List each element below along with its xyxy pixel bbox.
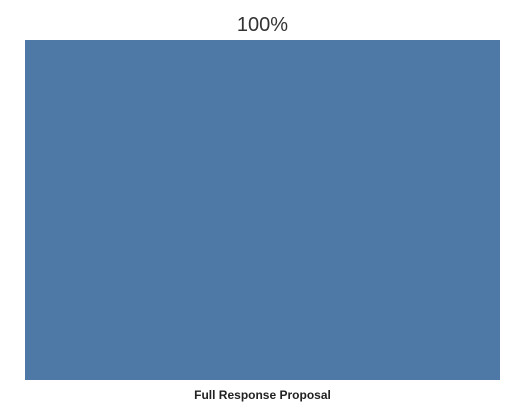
data-label-0: 100% [237, 14, 288, 36]
category-label-0: Full Response Proposal [194, 388, 331, 402]
labels-layer: 100% Full Response Proposal [194, 14, 331, 402]
bars-layer [25, 40, 500, 380]
bar-0 [25, 40, 500, 380]
